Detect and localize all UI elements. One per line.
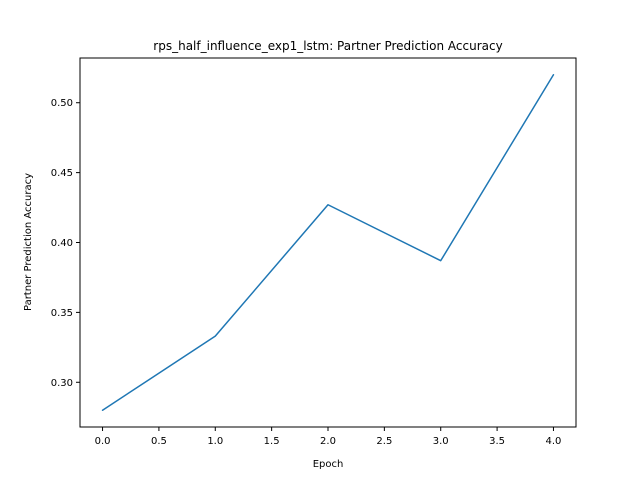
y-tick-label: 0.50 — [51, 98, 73, 109]
y-tick-label: 0.40 — [51, 238, 73, 249]
x-tick-label: 0.0 — [95, 436, 111, 447]
x-tick-label: 2.5 — [376, 436, 392, 447]
y-tick-label: 0.35 — [51, 308, 73, 319]
plot-area-frame — [79, 57, 577, 428]
x-tick-label: 2.0 — [320, 436, 336, 447]
x-tick-label: 1.5 — [264, 436, 280, 447]
x-tick-label: 4.0 — [546, 436, 562, 447]
x-tick-label: 3.5 — [489, 436, 505, 447]
y-axis-ticks: 0.30 0.35 0.40 0.45 0.50 — [51, 98, 80, 389]
x-tick-label: 1.0 — [207, 436, 223, 447]
x-tick-label: 3.0 — [433, 436, 449, 447]
chart-title: rps_half_influence_exp1_lstm: Partner Pr… — [153, 39, 502, 53]
x-tick-label: 0.5 — [151, 436, 167, 447]
y-tick-label: 0.45 — [51, 168, 73, 179]
x-axis-ticks: 0.0 0.5 1.0 1.5 2.0 2.5 3.0 3.5 4.0 — [95, 427, 562, 447]
series-layer — [101, 74, 555, 411]
y-tick-label: 0.30 — [51, 378, 73, 389]
y-axis-label: Partner Prediction Accuracy — [23, 173, 34, 311]
x-axis-label: Epoch — [313, 459, 344, 470]
